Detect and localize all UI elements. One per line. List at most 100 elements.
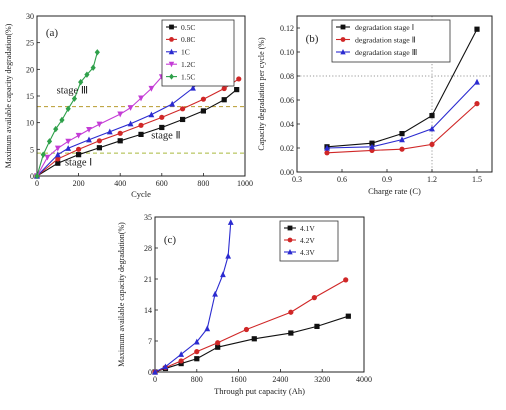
data-point [311, 295, 317, 301]
y-tick-label: 20 [26, 65, 34, 74]
data-point [127, 120, 134, 127]
x-tick-label: 200 [73, 179, 85, 188]
y-axis-title: Maximum available capacity degradation(%… [4, 23, 13, 168]
data-point [59, 116, 65, 124]
data-point [148, 111, 155, 118]
data-point [84, 71, 90, 78]
data-point [324, 144, 330, 151]
y-tick-label: 7 [148, 337, 152, 346]
x-tick-label: 1.5 [472, 175, 482, 184]
data-point [474, 78, 480, 85]
data-point [194, 349, 200, 355]
legend-marker [287, 225, 293, 231]
data-point [190, 84, 196, 91]
x-tick-label: 400 [114, 179, 126, 188]
panel-label: (b) [306, 33, 319, 45]
data-point [55, 160, 61, 166]
x-axis-title: Charge rate (C) [368, 186, 421, 196]
panel-b: 0.3 0.6 0.9 1.2 1.5 0.00 0.02 0.04 0.06 0.08 0.10 0… [257, 15, 493, 196]
x-tick-label: 0.6 [337, 175, 347, 184]
series-line-1C [36, 64, 217, 177]
data-point [369, 143, 375, 150]
data-point [236, 76, 242, 82]
stage-annotation: stage Ⅱ [151, 131, 180, 142]
x-tick-label: 800 [191, 375, 203, 384]
data-point [65, 138, 72, 145]
data-point [215, 344, 221, 350]
plot-frame [154, 216, 365, 373]
data-point [324, 150, 330, 156]
x-tick-label: 0 [35, 179, 39, 188]
y-tick-label: 0.00 [280, 168, 294, 177]
legend-marker [287, 249, 293, 255]
x-tick-label: 800 [197, 179, 209, 188]
y-tick-label: 21 [144, 275, 152, 284]
data-point [429, 113, 435, 119]
panel-c: 0 800 1600 2400 3200 4000 0 7 14 21 28 35 Through pu… [117, 213, 372, 396]
data-point [221, 97, 227, 103]
data-point [117, 111, 124, 118]
legend-label: 1C [181, 48, 190, 57]
y-axis-title: Maximum available capacity degradation(%… [117, 222, 126, 367]
data-point [429, 125, 435, 132]
data-point [193, 338, 200, 345]
data-point [138, 131, 144, 137]
data-point [65, 105, 71, 112]
data-point [148, 85, 155, 92]
data-point [212, 290, 218, 297]
data-point [178, 360, 184, 367]
data-point [44, 154, 51, 161]
y-tick-label: 0 [148, 368, 152, 377]
x-tick-label: 0 [153, 375, 157, 384]
legend-label: 1.2C [181, 60, 195, 69]
data-point [343, 277, 349, 283]
x-axis-title: Through put capacity (Ah) [214, 386, 305, 396]
y-tick-label: 0.04 [280, 120, 294, 129]
data-point [54, 151, 61, 158]
legend-marker [287, 237, 293, 243]
data-point [96, 121, 103, 128]
data-point [399, 136, 405, 143]
y-tick-label: 14 [144, 306, 152, 315]
y-tick-label: 28 [144, 244, 152, 253]
data-point [90, 64, 96, 71]
data-point [78, 78, 84, 86]
data-point [138, 122, 144, 128]
data-point [288, 330, 294, 336]
data-point [117, 130, 123, 136]
panel-label: (a) [46, 27, 59, 39]
data-point [53, 125, 59, 133]
data-point [34, 172, 40, 180]
data-point [86, 127, 92, 133]
data-point [234, 87, 240, 93]
x-tick-label: 600 [156, 179, 168, 188]
legend-marker [340, 24, 346, 30]
panel-a: 0 200 400 600 800 1000 0 5 10 15 20 25 30 Cycle Maximu… [4, 12, 253, 199]
data-point [117, 138, 123, 144]
y-tick-label: 0.06 [280, 96, 294, 105]
data-point [40, 151, 46, 158]
data-point [159, 114, 165, 120]
data-point [94, 49, 100, 56]
legend-marker [169, 73, 174, 80]
y-tick-label: 0.10 [280, 48, 294, 57]
y-tick-label: 10 [26, 119, 34, 128]
legend-marker [169, 24, 174, 30]
legend-box [331, 19, 451, 63]
data-point [221, 85, 227, 92]
legend-label: degradation stage Ⅲ [355, 48, 417, 57]
data-point [75, 132, 82, 139]
data-point [46, 138, 53, 145]
data-point [204, 325, 211, 332]
x-tick-label: 3200 [314, 375, 330, 384]
data-point [96, 138, 102, 144]
data-point [225, 252, 232, 259]
data-point [200, 96, 206, 102]
data-point [399, 131, 405, 137]
y-tick-label: 30 [26, 12, 34, 21]
data-point [215, 340, 221, 346]
legend-label: 0.8C [181, 35, 195, 44]
data-point [474, 26, 480, 32]
legend-label: 0.5C [181, 23, 195, 32]
legend-label: 4.3V [300, 248, 315, 257]
